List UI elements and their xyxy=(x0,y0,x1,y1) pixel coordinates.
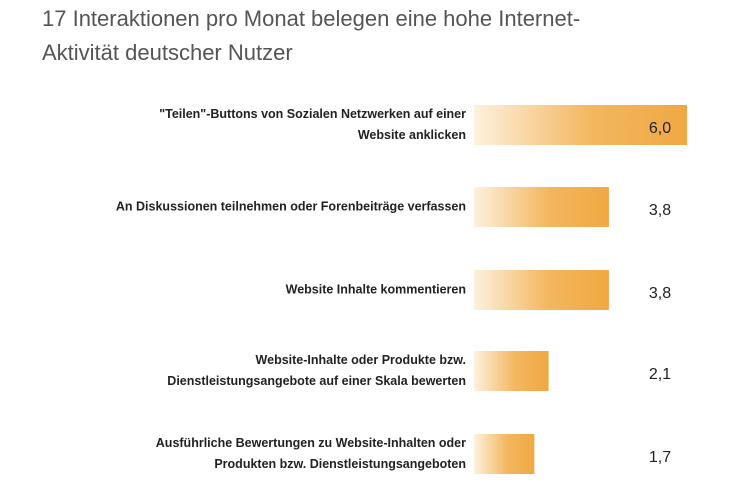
value-label: 2,1 xyxy=(649,366,671,383)
category-label: Website Inhalte kommentieren xyxy=(286,282,466,296)
category-label: Dienstleistungsangebote auf einer Skala … xyxy=(167,374,466,388)
bar xyxy=(474,187,609,227)
bar xyxy=(474,270,609,310)
category-label: Ausführliche Bewertungen zu Website-Inha… xyxy=(156,436,466,450)
category-label: An Diskussionen teilnehmen oder Forenbei… xyxy=(116,199,466,213)
category-label: Website anklicken xyxy=(358,128,466,142)
bar xyxy=(474,434,535,474)
value-label: 3,8 xyxy=(649,202,671,219)
bar xyxy=(474,105,687,145)
value-label: 6,0 xyxy=(649,120,671,137)
bar xyxy=(474,351,549,391)
value-label: 3,8 xyxy=(649,285,671,302)
category-label: "Teilen"-Buttons von Sozialen Netzwerken… xyxy=(159,107,466,121)
category-label: Produkten bzw. Dienstleistungsangeboten xyxy=(214,457,466,471)
chart-title: Aktivität deutscher Nutzer xyxy=(42,40,293,65)
value-label: 1,7 xyxy=(649,449,671,466)
category-label: Website-Inhalte oder Produkte bzw. xyxy=(256,353,466,367)
chart-title: 17 Interaktionen pro Monat belegen eine … xyxy=(42,6,580,31)
